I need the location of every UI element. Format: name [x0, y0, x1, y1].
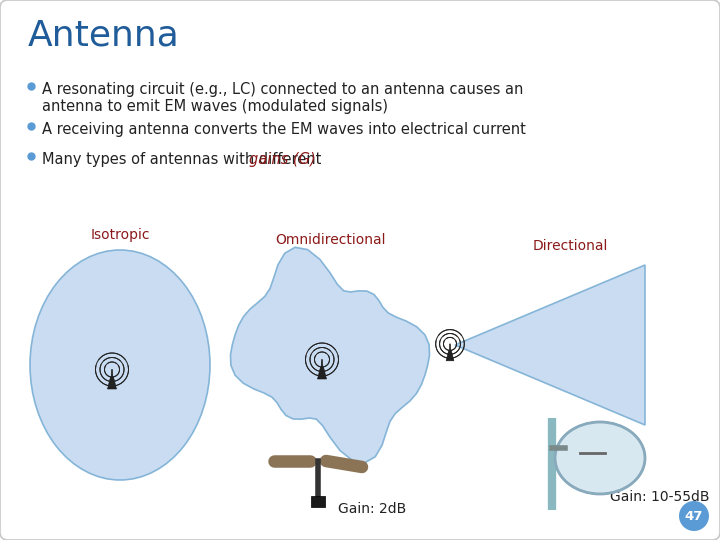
Text: Gain: 10-55dB: Gain: 10-55dB — [610, 490, 709, 504]
Text: antenna to emit EM waves (modulated signals): antenna to emit EM waves (modulated sign… — [42, 99, 388, 114]
Polygon shape — [321, 360, 323, 367]
Polygon shape — [446, 350, 454, 361]
Polygon shape — [111, 369, 113, 377]
Text: A receiving antenna converts the EM waves into electrical current: A receiving antenna converts the EM wave… — [42, 122, 526, 137]
Text: 47: 47 — [685, 510, 703, 523]
Circle shape — [679, 501, 709, 531]
Text: Omnidirectional: Omnidirectional — [275, 233, 385, 247]
Text: Directional: Directional — [532, 239, 608, 253]
Text: Isotropic: Isotropic — [90, 228, 150, 242]
FancyBboxPatch shape — [311, 496, 325, 507]
Polygon shape — [107, 377, 117, 389]
Polygon shape — [230, 247, 430, 463]
Polygon shape — [455, 265, 645, 425]
Ellipse shape — [555, 422, 645, 494]
Polygon shape — [449, 344, 451, 350]
Polygon shape — [318, 367, 326, 379]
Text: Gain: 2dB: Gain: 2dB — [338, 502, 406, 516]
Text: gains (G): gains (G) — [250, 152, 316, 167]
Text: Antenna: Antenna — [28, 18, 180, 52]
Text: A resonating circuit (e.g., LC) connected to an antenna causes an: A resonating circuit (e.g., LC) connecte… — [42, 82, 523, 97]
Text: Many types of antennas with different: Many types of antennas with different — [42, 152, 326, 167]
Ellipse shape — [30, 250, 210, 480]
